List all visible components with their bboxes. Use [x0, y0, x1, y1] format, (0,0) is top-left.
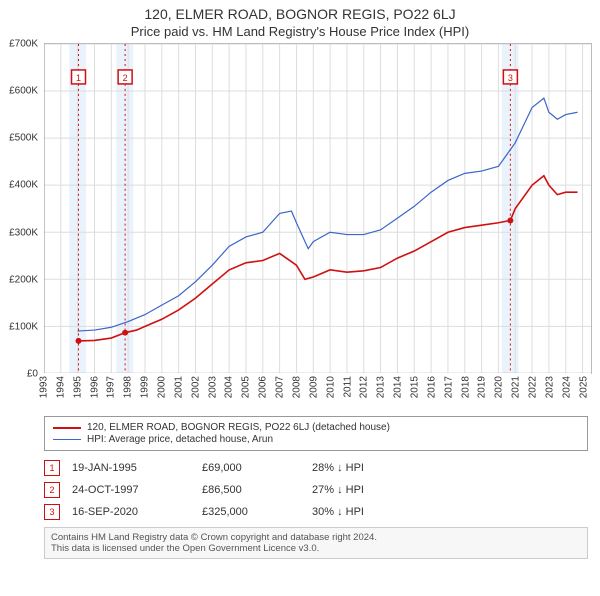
sale-date: 19-JAN-1995	[72, 462, 202, 474]
x-tick-label: 1994	[55, 376, 66, 398]
x-tick-label: 2011	[342, 376, 353, 398]
x-tick-label: 2023	[544, 376, 555, 398]
x-tick-label: 2007	[275, 376, 286, 398]
chart-subtitle: Price paid vs. HM Land Registry's House …	[0, 24, 600, 39]
legend-swatch	[53, 427, 81, 429]
legend-label: 120, ELMER ROAD, BOGNOR REGIS, PO22 6LJ …	[87, 422, 390, 433]
x-tick-label: 2001	[173, 376, 184, 398]
x-tick-label: 2014	[393, 376, 404, 398]
legend: 120, ELMER ROAD, BOGNOR REGIS, PO22 6LJ …	[44, 416, 588, 451]
y-tick-label: £300K	[9, 227, 38, 238]
x-tick-label: 2005	[241, 376, 252, 398]
x-tick-label: 2008	[291, 376, 302, 398]
y-tick-label: £200K	[9, 274, 38, 285]
chart-title: 120, ELMER ROAD, BOGNOR REGIS, PO22 6LJ	[0, 6, 600, 22]
sale-marker-icon: 2	[44, 482, 60, 498]
sale-price: £325,000	[202, 506, 312, 518]
sales-records: 1 19-JAN-1995£69,00028% ↓ HPI 2 24-OCT-1997…	[44, 457, 588, 523]
x-tick-label: 2018	[460, 376, 471, 398]
x-tick-label: 2017	[443, 376, 454, 398]
y-tick-label: £700K	[9, 39, 38, 50]
svg-text:2: 2	[123, 73, 128, 83]
x-tick-label: 2003	[207, 376, 218, 398]
y-tick-label: £400K	[9, 180, 38, 191]
footer-line: Contains HM Land Registry data © Crown c…	[51, 532, 581, 543]
x-tick-label: 1996	[89, 376, 100, 398]
x-tick-label: 2019	[477, 376, 488, 398]
x-tick-label: 2022	[527, 376, 538, 398]
x-tick-label: 2010	[325, 376, 336, 398]
chart-svg: 1 2 3	[44, 44, 591, 373]
x-tick-label: 2013	[376, 376, 387, 398]
x-tick-label: 2009	[308, 376, 319, 398]
legend-item: HPI: Average price, detached house, Arun	[53, 434, 579, 445]
x-tick-label: 2021	[511, 376, 522, 398]
y-axis-labels: £0£100K£200K£300K£400K£500K£600K£700K	[0, 44, 40, 374]
footer-line: This data is licensed under the Open Gov…	[51, 543, 581, 554]
sale-delta: 28% ↓ HPI	[312, 462, 412, 474]
x-tick-label: 2020	[494, 376, 505, 398]
y-tick-label: £100K	[9, 321, 38, 332]
sale-marker-icon: 1	[44, 460, 60, 476]
x-tick-label: 1993	[39, 376, 50, 398]
x-tick-label: 2006	[258, 376, 269, 398]
legend-item: 120, ELMER ROAD, BOGNOR REGIS, PO22 6LJ …	[53, 422, 579, 433]
x-tick-label: 2000	[157, 376, 168, 398]
sale-delta: 30% ↓ HPI	[312, 506, 412, 518]
licence-footer: Contains HM Land Registry data © Crown c…	[44, 527, 588, 559]
y-tick-label: £500K	[9, 133, 38, 144]
sale-record: 2 24-OCT-1997£86,50027% ↓ HPI	[44, 479, 588, 501]
sale-record: 3 16-SEP-2020£325,00030% ↓ HPI	[44, 501, 588, 523]
x-tick-label: 2012	[359, 376, 370, 398]
x-tick-label: 1998	[123, 376, 134, 398]
x-tick-label: 2024	[561, 376, 572, 398]
x-tick-label: 2004	[224, 376, 235, 398]
x-tick-label: 2016	[426, 376, 437, 398]
y-tick-label: £0	[27, 369, 38, 380]
x-tick-label: 1995	[72, 376, 83, 398]
sale-date: 16-SEP-2020	[72, 506, 202, 518]
sale-price: £69,000	[202, 462, 312, 474]
sale-record: 1 19-JAN-1995£69,00028% ↓ HPI	[44, 457, 588, 479]
x-tick-label: 2015	[409, 376, 420, 398]
y-tick-label: £600K	[9, 86, 38, 97]
chart-area: £0£100K£200K£300K£400K£500K£600K£700K 12…	[44, 43, 592, 374]
svg-text:1: 1	[76, 73, 81, 83]
x-tick-label: 2025	[578, 376, 589, 398]
sale-date: 24-OCT-1997	[72, 484, 202, 496]
x-tick-label: 1999	[140, 376, 151, 398]
svg-text:3: 3	[508, 73, 513, 83]
sale-delta: 27% ↓ HPI	[312, 484, 412, 496]
sale-price: £86,500	[202, 484, 312, 496]
legend-swatch	[53, 439, 81, 440]
x-axis-labels: 1993199419951996199719981999200020012002…	[44, 374, 592, 412]
legend-label: HPI: Average price, detached house, Arun	[87, 434, 273, 445]
x-tick-label: 1997	[106, 376, 117, 398]
x-tick-label: 2002	[190, 376, 201, 398]
sale-marker-icon: 3	[44, 504, 60, 520]
